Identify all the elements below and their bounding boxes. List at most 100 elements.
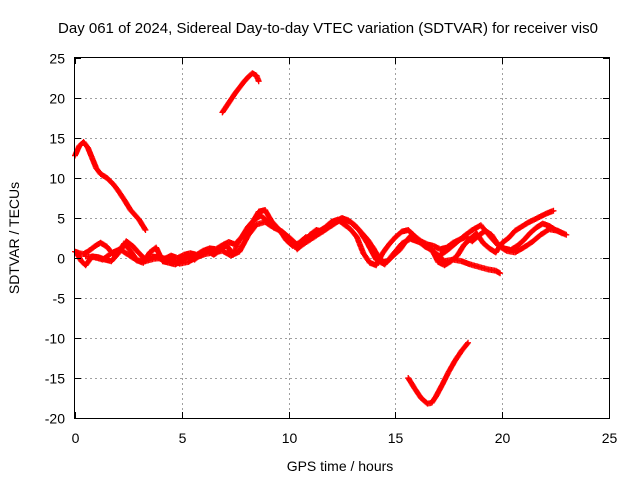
data-point	[313, 227, 327, 239]
data-point	[104, 175, 116, 187]
data-point	[304, 233, 319, 245]
data-point	[454, 243, 467, 259]
series-pass-c	[405, 339, 472, 407]
data-point	[465, 339, 472, 346]
y-tick-label: -15	[45, 371, 65, 387]
y-tick-label: -10	[45, 331, 65, 347]
x-tick-label: 25	[602, 430, 618, 446]
data-point	[518, 220, 530, 230]
data-point	[390, 241, 404, 257]
data-point	[526, 225, 539, 237]
series-pass-a	[72, 139, 149, 233]
data-point	[428, 394, 439, 406]
data-point	[223, 97, 234, 109]
data-point	[127, 207, 142, 222]
data-point	[512, 224, 524, 234]
data-point	[212, 242, 225, 253]
data-point	[185, 254, 199, 265]
data-point	[360, 250, 372, 265]
data-point	[93, 165, 103, 176]
data-point	[80, 139, 90, 150]
data-point	[520, 231, 533, 244]
data-point	[245, 222, 259, 239]
data-point	[232, 85, 242, 97]
data-point	[563, 231, 570, 238]
data-point	[341, 221, 353, 232]
data-point	[477, 222, 492, 238]
data-point	[550, 207, 557, 214]
x-tick-label: 0	[72, 430, 80, 446]
data-point	[236, 231, 248, 243]
data-point	[452, 234, 466, 247]
y-tick-label: 20	[49, 91, 65, 107]
data-point	[123, 238, 135, 249]
data-point	[505, 228, 518, 241]
data-point	[97, 171, 109, 181]
data-point	[364, 240, 379, 262]
data-point	[136, 216, 148, 232]
data-point	[439, 369, 452, 388]
data-point	[125, 251, 139, 263]
data-point	[110, 181, 120, 192]
data-point	[415, 239, 430, 250]
data-point	[108, 252, 120, 265]
data-point	[236, 80, 246, 91]
data-point	[411, 385, 424, 400]
chart-title: Day 061 of 2024, Sidereal Day-to-day VTE…	[58, 20, 598, 37]
data-point	[236, 233, 251, 255]
data-point	[356, 227, 370, 246]
data-point	[385, 235, 398, 248]
data-point	[219, 104, 229, 116]
series-pass-g	[435, 222, 570, 260]
data-point	[443, 241, 458, 254]
data-point	[347, 219, 362, 232]
x-tick-label: 15	[388, 430, 404, 446]
data-point	[445, 358, 458, 375]
data-point	[84, 246, 95, 255]
data-point	[240, 75, 251, 85]
data-point	[121, 240, 133, 253]
data-point	[512, 245, 526, 256]
data-point	[262, 219, 276, 230]
data-point	[121, 196, 133, 212]
data-point	[262, 207, 274, 223]
data-point	[418, 395, 430, 406]
data-point	[99, 251, 114, 263]
y-tick-label: 0	[57, 251, 65, 267]
data-point	[479, 239, 492, 251]
data-points	[72, 70, 570, 407]
data-point	[460, 227, 475, 240]
y-tick-label: 15	[49, 131, 65, 147]
data-point	[296, 239, 310, 250]
y-axis-label: SDTVAR / TECUs	[6, 182, 22, 294]
data-point	[494, 242, 509, 253]
x-tick-label: 20	[495, 430, 511, 446]
data-point	[473, 230, 486, 245]
axis-ticks: 0 5 10 15 20 25 -20 -15 -10 -5 0 5 10 15 20 25	[45, 51, 618, 447]
plot-frame	[74, 57, 610, 419]
data-point	[486, 232, 500, 248]
data-point	[452, 349, 464, 364]
data-point	[116, 246, 131, 257]
data-point	[129, 243, 142, 256]
data-point	[460, 236, 473, 249]
data-point	[405, 375, 417, 391]
data-point	[514, 238, 526, 249]
data-point	[424, 244, 438, 256]
data-point	[458, 340, 471, 354]
data-point	[97, 239, 109, 250]
data-point	[432, 382, 445, 400]
x-tick-label: 10	[282, 430, 298, 446]
data-point	[435, 248, 449, 260]
data-point	[249, 209, 261, 226]
y-tick-label: -20	[45, 411, 65, 427]
data-point	[114, 187, 127, 202]
data-point	[279, 228, 293, 241]
data-point	[142, 227, 149, 233]
data-point	[520, 239, 534, 251]
data-point	[89, 243, 99, 252]
data-point	[255, 78, 262, 85]
data-point	[529, 232, 543, 245]
data-point	[379, 242, 392, 257]
data-point	[392, 229, 404, 241]
